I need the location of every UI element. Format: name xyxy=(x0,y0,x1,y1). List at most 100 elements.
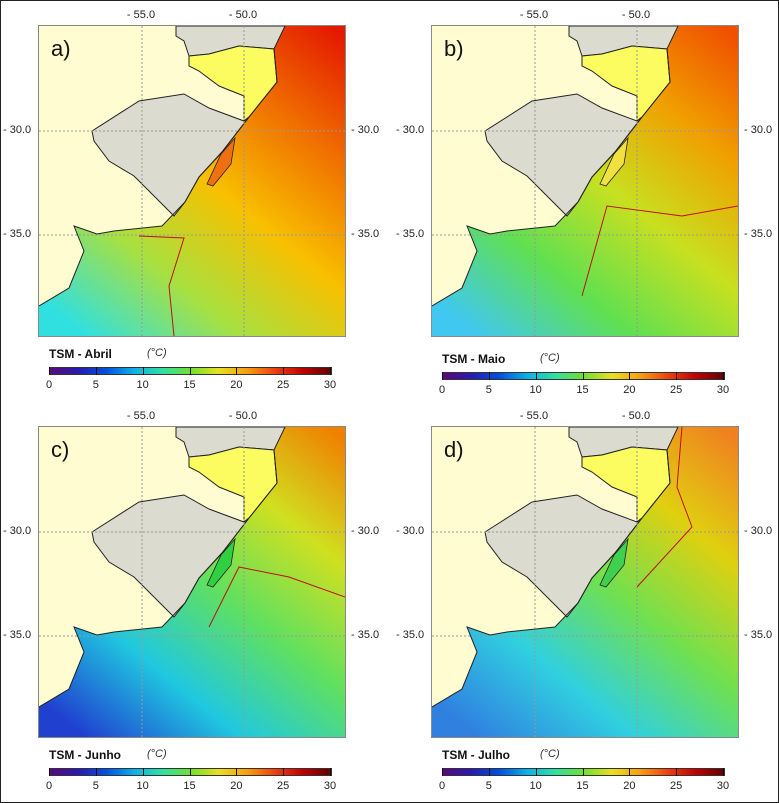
colorbar xyxy=(49,768,332,776)
longitude-label: - 55.0 xyxy=(126,410,156,422)
colorbar-tick-label: 10 xyxy=(529,384,542,396)
latitude-label: - 30.0 xyxy=(744,124,773,136)
colorbar-tick-label: 25 xyxy=(277,379,290,391)
colorbar-tick-mark xyxy=(283,367,285,375)
legend-title: TSM - Maio xyxy=(442,352,506,366)
colorbar-tick-label: 30 xyxy=(716,384,730,396)
isotherm-contour xyxy=(208,566,345,628)
colorbar-tick-label: 20 xyxy=(230,379,243,391)
longitude-label: - 55.0 xyxy=(126,9,156,21)
latitude-label: - 30.0 xyxy=(396,124,425,136)
colorbar-tick-mark xyxy=(582,768,584,776)
colorbar-tick-label: 5 xyxy=(92,379,99,391)
longitude-label: - 50.0 xyxy=(228,410,258,422)
legend-title: TSM - Julho xyxy=(442,748,510,762)
lagoa-dos-patos xyxy=(599,537,629,588)
longitude-label: - 50.0 xyxy=(228,9,258,21)
isotherm-contour xyxy=(138,235,185,336)
colorbar-tick-mark xyxy=(189,768,191,776)
panel-label: a) xyxy=(51,36,71,61)
colorbar-tick-mark xyxy=(488,372,490,380)
coastline xyxy=(432,48,671,307)
colorbar-tick-mark xyxy=(676,372,678,380)
sst-map-panel: - 55.0 - 50.0 - 30.0 - 35.0 - 30.0 - 35.… xyxy=(394,1,778,401)
sst-map: d) xyxy=(431,426,739,738)
colorbar-tick-mark xyxy=(49,768,50,776)
colorbar xyxy=(442,372,725,380)
colorbar-tick-mark xyxy=(629,768,631,776)
colorbar-tick-label: 20 xyxy=(623,384,636,396)
colorbar-tick-mark xyxy=(535,768,537,776)
lagoa-dos-patos xyxy=(206,136,236,187)
ocean-sst xyxy=(39,427,345,737)
colorbar-tick-mark xyxy=(488,768,490,776)
sst-map: b) xyxy=(431,25,739,337)
latitude-label: - 30.0 xyxy=(744,525,773,537)
latitude-label: - 35.0 xyxy=(396,228,425,240)
colorbar-tick-mark xyxy=(95,768,97,776)
colorbar-tick-mark xyxy=(142,367,144,375)
colorbar-tick-mark xyxy=(330,367,331,375)
latitude-label: - 35.0 xyxy=(3,629,32,641)
longitude-label: - 50.0 xyxy=(621,410,651,422)
latitude-label: - 35.0 xyxy=(744,228,773,240)
longitude-label: - 55.0 xyxy=(519,9,549,21)
latitude-label: - 35.0 xyxy=(351,629,380,641)
colorbar-tick-label: 25 xyxy=(670,780,683,792)
isotherm-contour xyxy=(636,427,693,588)
coastline xyxy=(39,48,278,307)
colorbar-tick-label: 30 xyxy=(323,379,337,391)
colorbar-tick-mark xyxy=(49,367,50,375)
longitude-label: - 55.0 xyxy=(519,410,549,422)
colorbar-tick-label: 5 xyxy=(485,780,492,792)
latitude-label: - 35.0 xyxy=(744,629,773,641)
colorbar-tick-label: 0 xyxy=(438,780,446,792)
colorbar-tick-mark xyxy=(330,768,331,776)
colorbar-tick-label: 20 xyxy=(623,780,636,792)
latitude-label: - 30.0 xyxy=(396,525,425,537)
colorbar-tick-mark xyxy=(189,367,191,375)
colorbar-tick-label: 20 xyxy=(230,780,243,792)
lagoa-dos-patos xyxy=(206,537,236,588)
panel-label: c) xyxy=(51,437,70,462)
sst-map-panel: - 55.0 - 50.0 - 30.0 - 35.0 - 30.0 - 35.… xyxy=(394,402,778,802)
legend-title: TSM - Junho xyxy=(49,748,121,762)
coastline xyxy=(432,449,671,708)
legend-unit: (°C) xyxy=(540,748,560,760)
colorbar xyxy=(49,367,332,375)
colorbar-tick-label: 15 xyxy=(576,780,589,792)
legend-unit: (°C) xyxy=(540,352,560,364)
latitude-label: - 35.0 xyxy=(396,629,425,641)
ocean-sst xyxy=(432,427,738,737)
colorbar-tick-label: 10 xyxy=(136,780,149,792)
colorbar-tick-mark xyxy=(535,372,537,380)
latitude-label: - 30.0 xyxy=(351,525,380,537)
ocean-sst xyxy=(39,26,345,336)
sst-map: c) xyxy=(38,426,346,738)
colorbar-tick-label: 0 xyxy=(45,780,53,792)
colorbar-tick-mark xyxy=(95,367,97,375)
legend-unit: (°C) xyxy=(147,347,167,359)
colorbar-tick-label: 5 xyxy=(485,384,492,396)
latitude-label: - 30.0 xyxy=(3,525,32,537)
latitude-label: - 35.0 xyxy=(3,228,32,240)
colorbar-tick-label: 30 xyxy=(323,780,337,792)
colorbar-tick-label: 25 xyxy=(277,780,290,792)
colorbar-tick-mark xyxy=(723,768,724,776)
colorbar-tick-mark xyxy=(442,768,443,776)
panel-label: d) xyxy=(444,437,464,462)
colorbar-tick-mark xyxy=(629,372,631,380)
colorbar-tick-label: 10 xyxy=(136,379,149,391)
colorbar-tick-label: 25 xyxy=(670,384,683,396)
colorbar-tick-mark xyxy=(142,768,144,776)
legend-unit: (°C) xyxy=(147,748,167,760)
legend-title: TSM - Abril xyxy=(49,347,112,361)
colorbar-tick-mark xyxy=(236,367,238,375)
colorbar-tick-label: 0 xyxy=(45,379,53,391)
latitude-label: - 30.0 xyxy=(3,124,32,136)
colorbar-tick-mark xyxy=(676,768,678,776)
colorbar-tick-mark xyxy=(236,768,238,776)
latitude-label: - 35.0 xyxy=(351,228,380,240)
colorbar-tick-mark xyxy=(442,372,443,380)
